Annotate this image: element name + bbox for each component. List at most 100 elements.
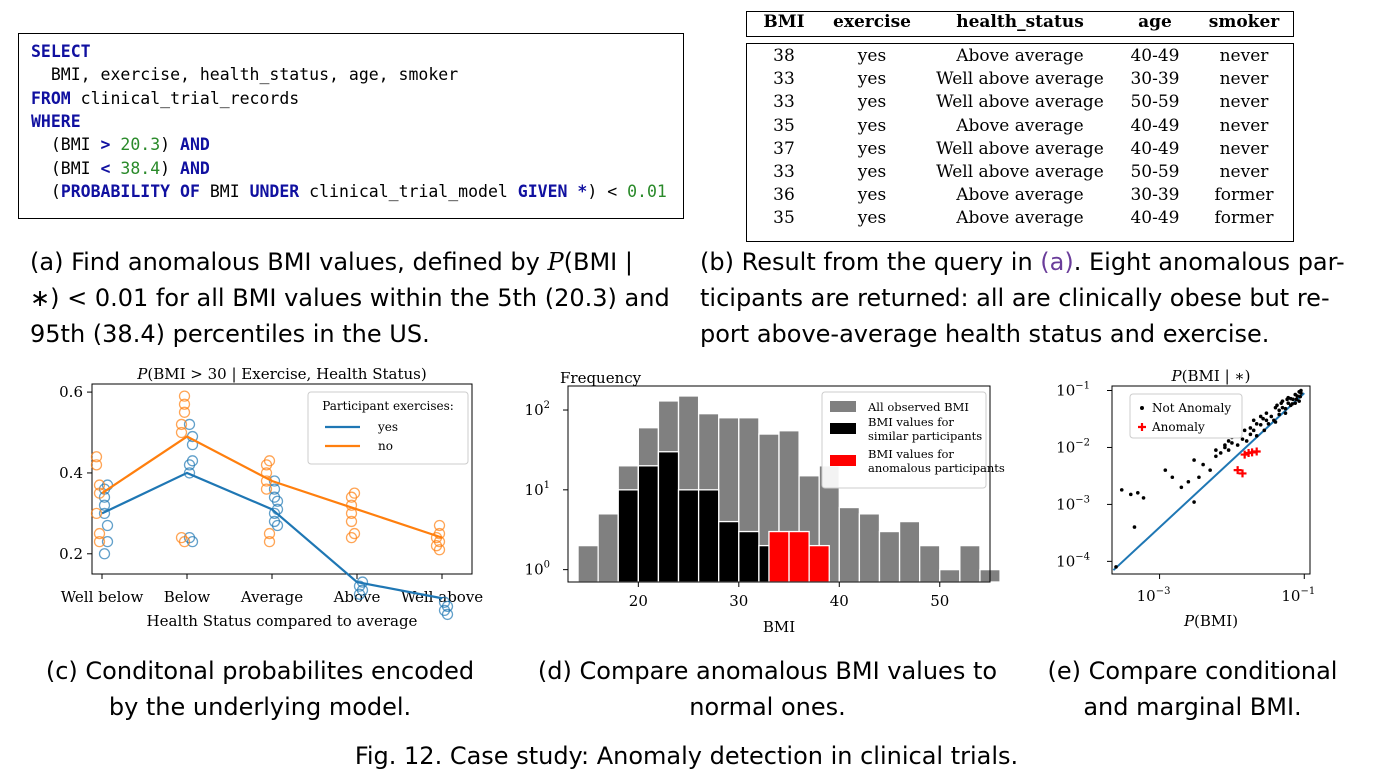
sql-line: (BMI > 20.3) AND [31,135,210,154]
sql-keyword: SELECT [31,42,91,61]
data-point [1192,458,1196,462]
x-axis-label: BMI [763,618,795,636]
data-point [1258,422,1263,427]
plot-frame [1111,385,1311,575]
data-point [1277,412,1281,417]
data-point [1286,401,1291,405]
table-cell: 40-49 [1130,46,1180,66]
bar [919,544,941,583]
table-cell: yes [857,69,887,90]
bar [677,489,700,583]
column-header: age [1138,12,1172,32]
data-point [1214,454,1218,459]
anomaly-point [1233,466,1242,475]
legend-label: no [378,439,393,453]
data-point [1248,432,1253,437]
caption-b-line-1: (b) Result from the query in (a). Eight … [700,248,1345,276]
data-point [1262,428,1267,433]
table-cell: 33 [773,162,795,182]
bar [939,568,961,583]
sql-keyword: WHERE [31,111,81,131]
table-cell: never [1219,46,1269,66]
data-point [1223,443,1227,447]
x-axis-label: P(BMI) [1183,612,1238,630]
caption-c: (c) Conditonal probabilites encoded by t… [20,653,500,725]
data-point [268,491,281,503]
sql-text: BMI [199,181,250,201]
sql-keyword: GIVEN * [517,181,588,201]
data-point [1226,439,1231,443]
data-point [1197,475,1201,480]
table-cell: Well above average [936,69,1104,90]
sql-number: 20.3 [120,135,161,155]
table-cell: 35 [773,115,795,136]
plot-frame [567,385,991,583]
legend-label: Not Anomaly [1152,401,1231,415]
column-header: health_status [956,12,1084,32]
table-cell: former [1214,185,1274,206]
data-point [101,536,114,548]
data-point [1297,399,1301,403]
chart-title: P(BMI > 30 | Exercise, Health Status) [136,365,426,383]
y-tick-label: 102 [525,400,550,419]
data-point [1277,408,1281,413]
data-point [178,398,191,410]
data-point [1293,401,1298,405]
data-point [263,527,276,540]
y-tick-label: 10−3 [1056,494,1090,513]
table-cell: never [1219,69,1269,90]
sql-text: clinical_trial_records [70,88,300,108]
data-point [260,483,273,495]
table-cell: 40-49 [1130,208,1180,229]
caption-b-line-2: ticipants are returned: all are clinical… [700,284,1330,312]
table-cell: 40-49 [1130,115,1180,136]
legend-label: All observed BMI [867,400,969,414]
bar [808,544,830,583]
caption-a-line-2: ∗) < 0.01 for all BMI values within the … [30,284,670,312]
sql-keyword: > [100,135,111,155]
y-tick-label: 10−1 [1056,381,1090,400]
y-tick-label: 0.6 [59,383,83,401]
table-cell: 35 [773,208,795,229]
data-point [93,527,106,540]
table-cell: Well above average [936,138,1104,159]
sql-keyword: PROBABILITY OF [60,181,200,201]
column-header: exercise [833,12,911,32]
plot-frame [91,383,473,575]
bar [959,544,981,583]
data-point [1299,388,1303,393]
sql-number: 0.01 [627,181,667,201]
data-point [178,390,191,402]
sql-text [110,159,120,178]
anomaly-point [1252,447,1261,456]
bar [577,544,599,583]
data-point [345,515,358,528]
data-point [1283,406,1288,411]
y-tick-label: 0.4 [59,464,83,482]
data-point [433,519,446,532]
bar [788,530,810,583]
table-cell: never [1219,162,1269,182]
caption-e-line-1: (e) Compare conditional [1047,657,1338,685]
data-point [175,426,188,439]
x-tick-label: 50 [930,592,949,610]
table-cell: yes [857,208,887,229]
series-line-yes [101,471,443,600]
caption-d-line-1: (d) Compare anomalous BMI values to [537,657,998,685]
legend-swatch [1138,423,1146,431]
x-tick-label: 20 [629,592,648,610]
table-cell: yes [857,92,887,113]
legend-label: Anomaly [1151,420,1205,434]
data-point [438,596,451,608]
data-point [98,548,111,560]
data-point [1201,462,1205,467]
table-cell: Above average [956,208,1084,229]
ref-panel-a[interactable]: (a) [1040,248,1074,276]
sql-text: ) < [587,181,628,201]
diagonal-line [1112,392,1305,571]
sql-line: FROM clinical_trial_records [31,89,299,108]
data-point [1240,437,1245,441]
bar [657,451,680,583]
sql-text: ( [31,181,61,201]
